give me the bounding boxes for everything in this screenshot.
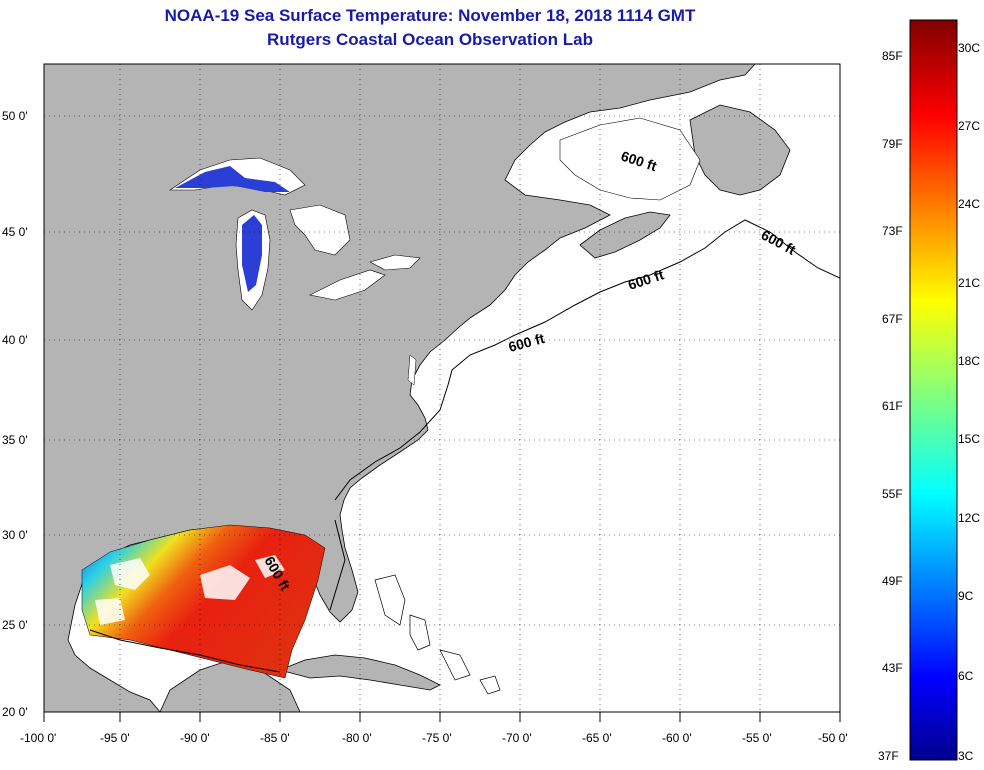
lake-superior-sst <box>175 166 290 192</box>
f-label: 61F <box>882 399 903 413</box>
graticule <box>44 64 840 712</box>
lon-label: -100 0' <box>20 731 56 745</box>
chesapeake-bay <box>407 354 417 386</box>
land-nova-scotia <box>579 211 671 259</box>
c-label: 12C <box>958 511 980 525</box>
temperature-colorbar: 85F 79F 73F 67F 61F 55F 49F 43F 37F 30C … <box>878 19 980 763</box>
lat-label: 35 0' <box>2 433 28 447</box>
c-label: 27C <box>958 119 980 133</box>
sst-map: 600 ft 600 ft 600 ft 600 ft 600 ft 50 0'… <box>2 63 848 745</box>
lake-michigan-sst <box>242 215 262 292</box>
f-label: 49F <box>882 574 903 588</box>
contour-600ft-line <box>334 219 840 501</box>
lake-huron <box>289 204 351 256</box>
f-label: 67F <box>882 312 903 326</box>
lon-label: -90 0' <box>180 731 210 745</box>
lake-ontario <box>369 254 421 271</box>
lon-axis: -100 0' -95 0' -90 0' -85 0' -80 0' -75 … <box>20 731 848 745</box>
lon-label: -75 0' <box>422 731 452 745</box>
c-label: 24C <box>958 197 980 211</box>
lon-label: -80 0' <box>342 731 372 745</box>
gulf-st-lawrence <box>559 117 701 201</box>
f-label: 73F <box>882 224 903 238</box>
c-label: 18C <box>958 354 980 368</box>
lat-label: 25 0' <box>2 618 28 632</box>
lat-label: 50 0' <box>2 109 28 123</box>
c-label: 21C <box>958 276 980 290</box>
colorbar-c-labels: 30C 27C 24C 21C 18C 15C 12C 9C 6C 3C <box>958 41 980 763</box>
f-label: 55F <box>882 487 903 501</box>
f-label: 37F <box>878 749 899 763</box>
map-subtitle: Rutgers Coastal Ocean Observation Lab <box>267 30 593 49</box>
f-label: 43F <box>882 661 903 675</box>
sst-cloud-patches <box>95 555 285 625</box>
map-title: NOAA-19 Sea Surface Temperature: Novembe… <box>164 6 696 25</box>
lat-label: 40 0' <box>2 333 28 347</box>
lat-label: 20 0' <box>2 705 28 719</box>
lake-erie <box>309 269 386 301</box>
f-label: 79F <box>882 137 903 151</box>
lat-label: 30 0' <box>2 528 28 542</box>
lon-label: -65 0' <box>582 731 612 745</box>
c-label: 3C <box>958 749 974 763</box>
bahamas-islands <box>374 574 501 695</box>
lon-ticks <box>43 712 841 722</box>
colorbar-f-labels: 85F 79F 73F 67F 61F 55F 49F 43F 37F <box>878 49 903 763</box>
lon-label: -60 0' <box>662 731 692 745</box>
c-label: 6C <box>958 669 974 683</box>
map-frame <box>43 63 841 713</box>
lon-label: -85 0' <box>260 731 290 745</box>
land-newfoundland <box>689 104 791 196</box>
c-label: 30C <box>958 41 980 55</box>
lon-label: -95 0' <box>100 731 130 745</box>
lat-label: 45 0' <box>2 225 28 239</box>
lon-label: -70 0' <box>502 731 532 745</box>
f-label: 85F <box>882 49 903 63</box>
colorbar-gradient <box>909 19 958 761</box>
lon-label: -50 0' <box>818 731 848 745</box>
lat-axis: 50 0' 45 0' 40 0' 35 0' 30 0' 25 0' 20 0… <box>2 109 28 719</box>
c-label: 9C <box>958 589 974 603</box>
contour-600ft-gulf <box>89 519 346 673</box>
c-label: 15C <box>958 432 980 446</box>
lon-label: -55 0' <box>742 731 772 745</box>
